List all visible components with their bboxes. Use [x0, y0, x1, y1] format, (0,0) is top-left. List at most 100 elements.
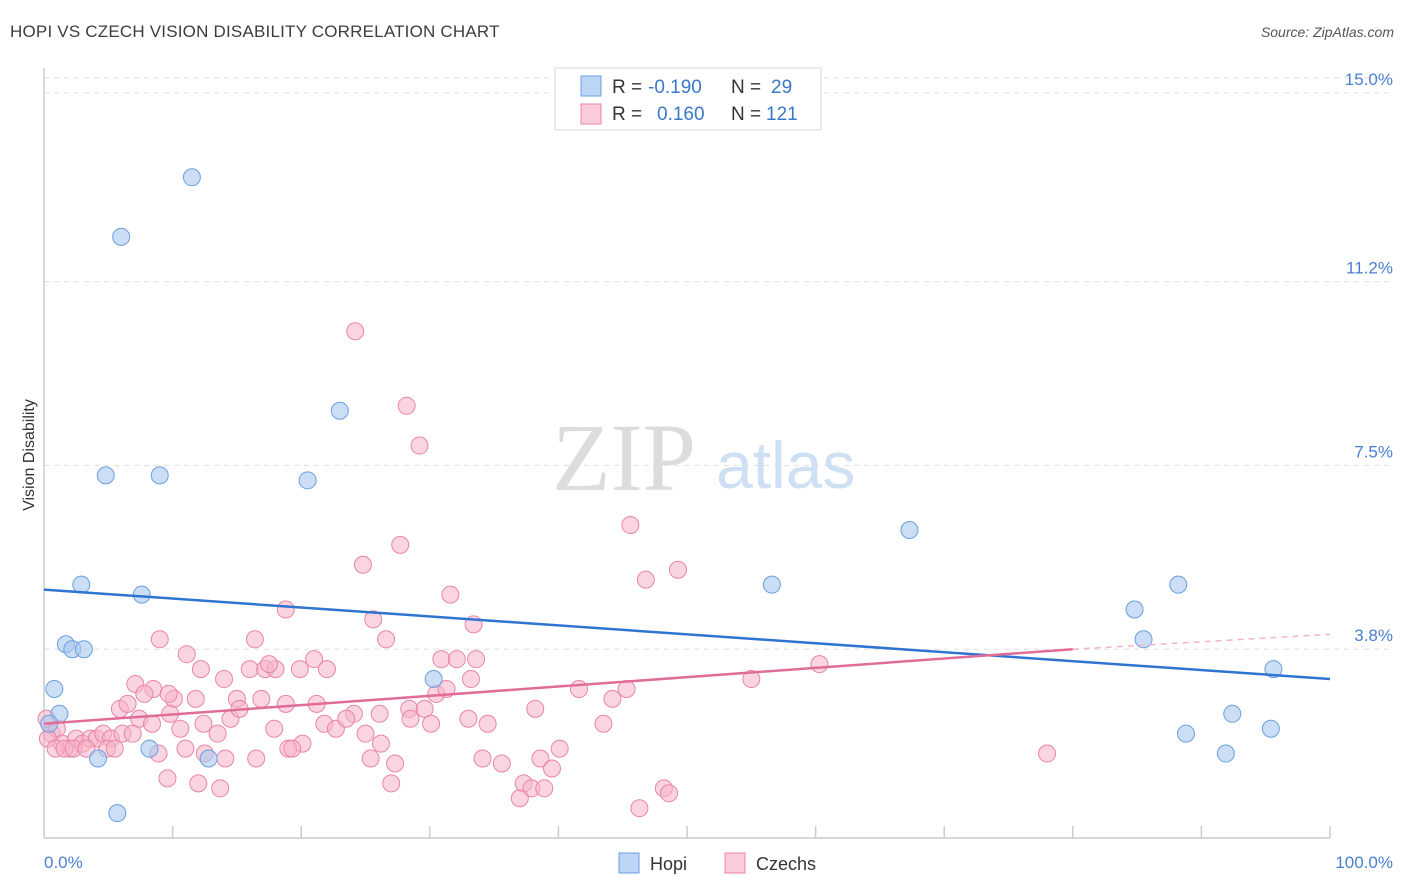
x-axis-ticks: [171, 826, 1331, 838]
czechs-point: [276, 600, 295, 619]
czechs-point: [594, 714, 613, 733]
legend-r-label-hopi: R =: [612, 77, 642, 98]
czechs-point: [603, 689, 622, 708]
czechs-point: [252, 689, 271, 708]
hopi-point: [74, 640, 93, 659]
y-tick-label: 11.2%: [1346, 259, 1393, 278]
czechs-point: [317, 660, 336, 679]
hopi-point: [1264, 660, 1283, 679]
legend: R = -0.190 N = 29 R = 0.160 N = 121: [554, 67, 822, 131]
hopi-point: [1223, 704, 1242, 723]
czechs-point: [265, 719, 284, 738]
czechs-point: [630, 799, 649, 818]
czechs-point: [150, 630, 169, 649]
watermark-atlas: atlas: [716, 428, 855, 502]
hopi-point: [1125, 600, 1144, 619]
source-label: Source: ZipAtlas.com: [1260, 24, 1394, 40]
y-tick-label: 7.5%: [1354, 442, 1393, 461]
hopi-point: [424, 670, 443, 689]
czechs-point: [510, 789, 529, 808]
hopi-point: [762, 575, 781, 594]
czechs-point: [441, 585, 460, 604]
legend-r-hopi: -0.190: [648, 77, 702, 98]
trend-lines: [43, 588, 1331, 725]
czechs-point: [467, 650, 486, 669]
czechs-point: [473, 749, 492, 768]
czechs-point: [542, 759, 561, 778]
hopi-point: [89, 749, 108, 768]
czechs-point: [123, 724, 142, 743]
czechs-point: [371, 734, 390, 753]
czechs-point: [353, 555, 372, 574]
hopi-point: [330, 401, 349, 420]
czechs-point: [382, 774, 401, 793]
hopi-point: [199, 749, 218, 768]
czechs-point: [159, 684, 178, 703]
czechs-trend-extension: [1072, 633, 1331, 650]
czechs-point: [337, 709, 356, 728]
bottom-legend-hopi: Hopi: [650, 854, 687, 874]
czechs-point: [386, 754, 405, 773]
watermark-zip: ZIP: [552, 404, 696, 511]
czechs-point: [346, 322, 365, 341]
czechs-point: [276, 694, 295, 713]
x-tick-label-min: 0.0%: [44, 853, 83, 872]
czechs-point: [247, 749, 266, 768]
czechs-point: [260, 655, 279, 674]
y-axis-tick-labels: 3.8% 7.5% 11.2% 15.0%: [1345, 70, 1393, 645]
czechs-point: [77, 739, 96, 758]
czechs-point: [415, 699, 434, 718]
czechs-point: [478, 714, 497, 733]
czechs-point: [810, 655, 829, 674]
czechs-point: [659, 784, 678, 803]
bottom-legend-swatch-hopi: [618, 852, 640, 874]
czechs-point: [211, 779, 230, 798]
czechs-point: [194, 714, 213, 733]
y-axis-title: Vision Disability: [21, 399, 38, 511]
czechs-point: [526, 699, 545, 718]
czechs-point: [189, 774, 208, 793]
x-tick-label-max: 100.0%: [1335, 853, 1393, 872]
czechs-point: [361, 749, 380, 768]
hopi-point: [132, 585, 151, 604]
czechs-point: [158, 769, 177, 788]
czechs-point: [364, 610, 383, 629]
czechs-point: [191, 660, 210, 679]
hopi-point: [182, 168, 201, 187]
czechs-point: [459, 709, 478, 728]
czechs-point: [422, 714, 441, 733]
czechs-point: [377, 630, 396, 649]
hopi-point: [96, 466, 115, 485]
czechs-point: [410, 436, 429, 455]
czechs-point: [290, 660, 309, 679]
bottom-legend-czechs: Czechs: [756, 854, 816, 874]
czechs-point: [1038, 744, 1057, 763]
hopi-point: [1134, 630, 1153, 649]
czechs-point: [283, 739, 302, 758]
legend-r-czechs: 0.160: [657, 104, 705, 125]
watermark: ZIP atlas: [552, 404, 855, 511]
czechs-point: [391, 535, 410, 554]
czechs-point: [401, 709, 420, 728]
y-tick-label: 15.0%: [1345, 70, 1393, 89]
czechs-point: [370, 704, 389, 723]
legend-n-hopi: 29: [771, 77, 792, 98]
hopi-point: [1169, 575, 1188, 594]
czechs-point: [216, 749, 235, 768]
hopi-trend-line: [43, 588, 1331, 681]
czechs-point: [305, 650, 324, 669]
czechs-point: [208, 724, 227, 743]
czechs-point: [105, 739, 124, 758]
czechs-point: [135, 684, 154, 703]
hopi-point: [45, 679, 64, 698]
czechs-point: [143, 714, 162, 733]
czechs-point: [186, 689, 205, 708]
hopi-point: [1261, 719, 1280, 738]
bottom-legend: Hopi Czechs: [618, 852, 816, 874]
czechs-point: [621, 516, 640, 535]
czechs-point: [356, 724, 375, 743]
czechs-point: [636, 570, 655, 589]
czechs-point: [492, 754, 511, 773]
czechs-point: [240, 660, 259, 679]
